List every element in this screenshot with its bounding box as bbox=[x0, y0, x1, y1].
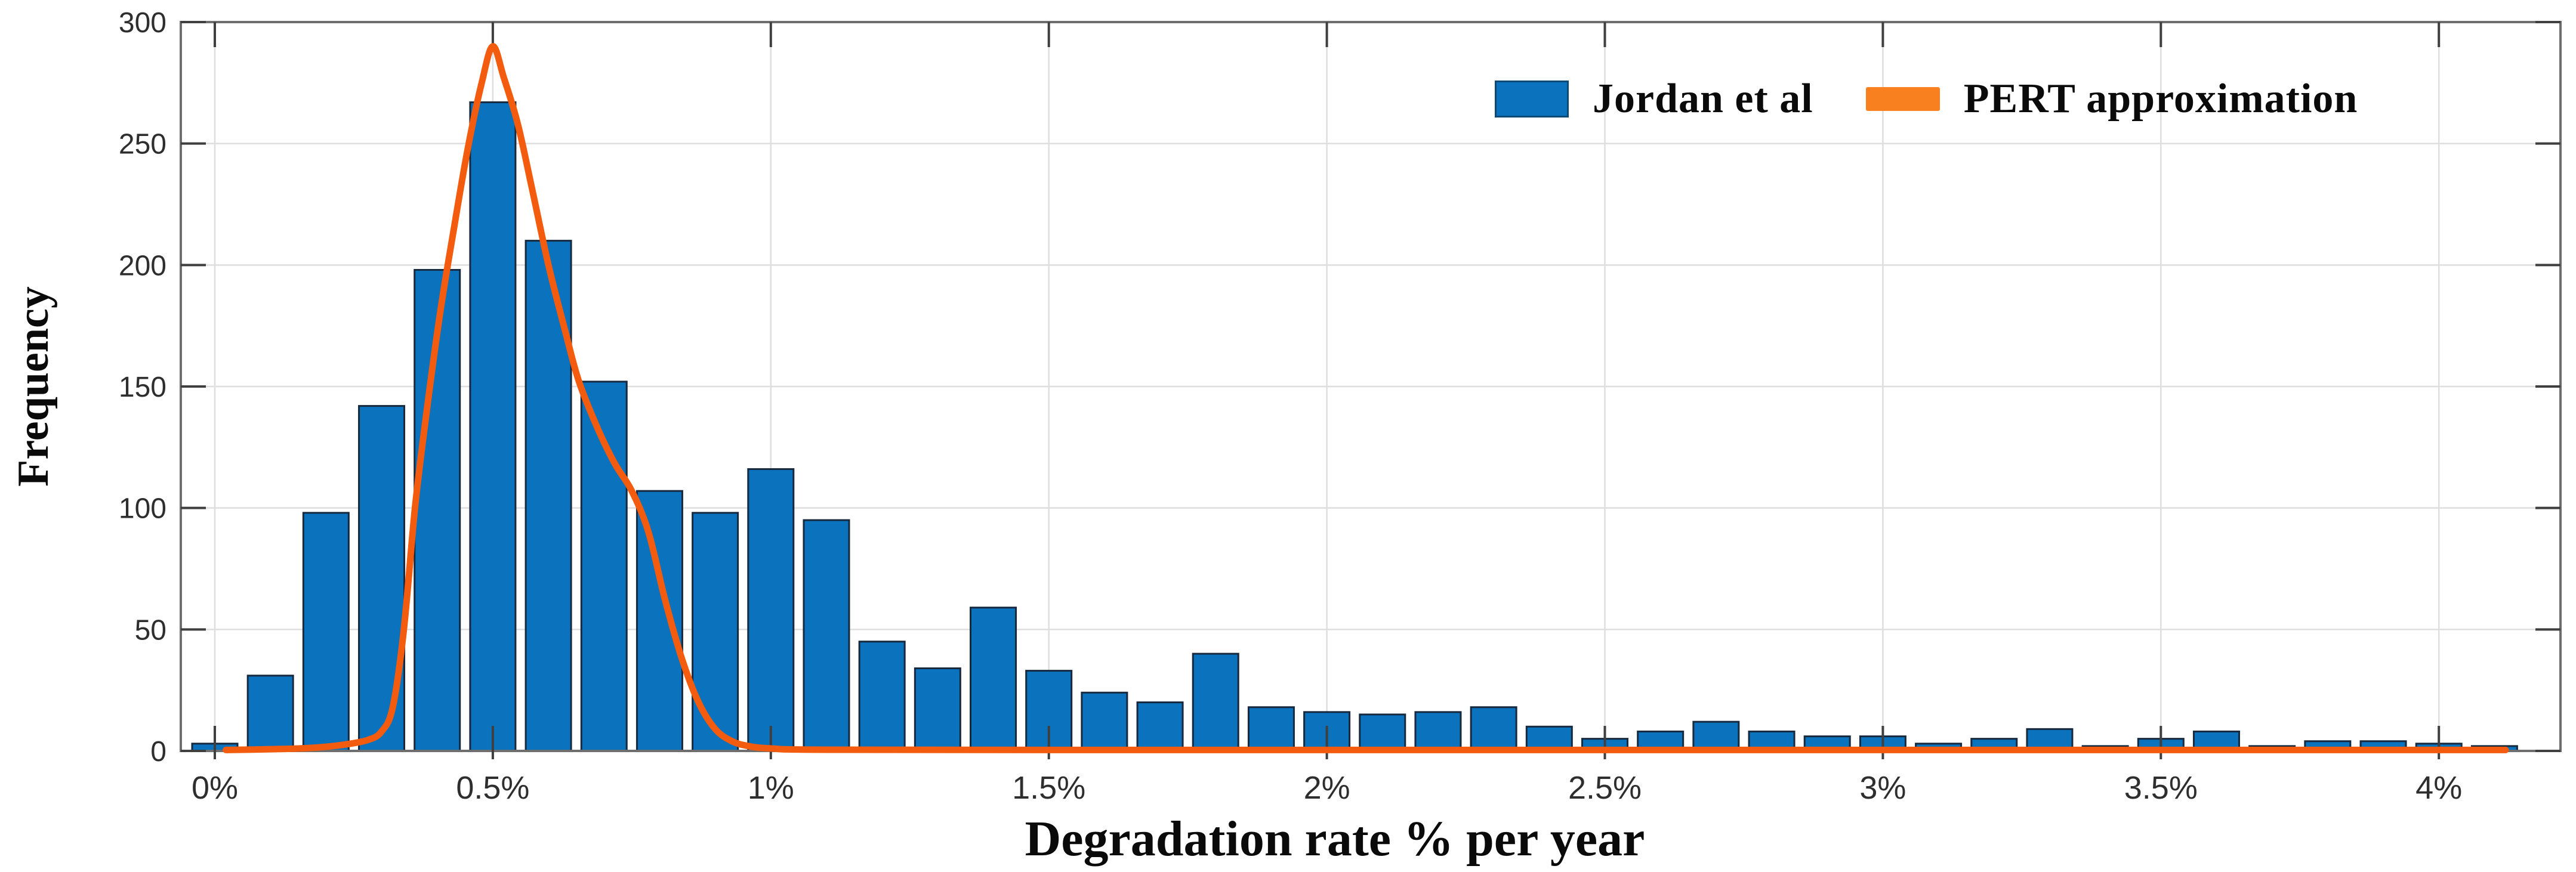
x-tick-label: 0% bbox=[192, 770, 238, 806]
x-tick-label: 2% bbox=[1304, 770, 1350, 806]
x-tick-label: 1.5% bbox=[1012, 770, 1085, 806]
x-tick-label: 0.5% bbox=[456, 770, 529, 806]
pert-curve-line bbox=[223, 43, 2509, 753]
x-tick-label: 3.5% bbox=[2124, 770, 2198, 806]
chart-legend: Jordan et al PERT approximation bbox=[1495, 75, 2358, 123]
y-tick-label: 300 bbox=[119, 7, 166, 39]
x-tick-label: 1% bbox=[748, 770, 794, 806]
histogram-bar bbox=[246, 675, 294, 752]
histogram-bar bbox=[1470, 706, 1517, 752]
histogram-bar bbox=[469, 101, 517, 752]
histogram-bar bbox=[747, 468, 795, 752]
y-tick-label: 0 bbox=[150, 736, 166, 768]
x-axis-title: Degradation rate % per year bbox=[1025, 811, 1645, 867]
histogram-bar bbox=[914, 667, 961, 752]
histogram-bar bbox=[1136, 701, 1184, 752]
y-tick-label: 150 bbox=[119, 372, 166, 403]
legend-label-pert: PERT approximation bbox=[1963, 76, 2358, 122]
histogram-bar bbox=[580, 381, 628, 752]
histogram-bar bbox=[1359, 713, 1406, 752]
histogram-bar bbox=[1414, 711, 1462, 752]
histogram-bar bbox=[1081, 691, 1128, 752]
legend-item-jordan: Jordan et al bbox=[1495, 75, 1813, 123]
x-tick-label: 3% bbox=[1859, 770, 1906, 806]
y-tick-label: 50 bbox=[135, 614, 166, 646]
y-tick-label: 100 bbox=[119, 493, 166, 525]
legend-bar-swatch-icon bbox=[1495, 81, 1569, 117]
y-tick-label: 250 bbox=[119, 129, 166, 160]
y-tick-label: 200 bbox=[119, 250, 166, 282]
histogram-bar bbox=[302, 512, 350, 752]
x-tick-label: 2.5% bbox=[1568, 770, 1642, 806]
histogram-bar bbox=[970, 607, 1017, 752]
y-axis-title: Frequency bbox=[9, 286, 58, 487]
legend-item-pert: PERT approximation bbox=[1865, 75, 2358, 123]
histogram-bar bbox=[803, 519, 850, 752]
histogram-bar bbox=[1247, 706, 1295, 752]
legend-line-swatch-icon bbox=[1865, 87, 1940, 111]
legend-label-jordan: Jordan et al bbox=[1593, 76, 1813, 122]
x-tick-label: 4% bbox=[2415, 770, 2462, 806]
histogram-bar bbox=[635, 490, 683, 752]
histogram-bar bbox=[858, 641, 906, 752]
histogram-bar bbox=[1692, 721, 1740, 752]
histogram-bar bbox=[1192, 653, 1239, 752]
histogram-bar bbox=[692, 512, 739, 752]
